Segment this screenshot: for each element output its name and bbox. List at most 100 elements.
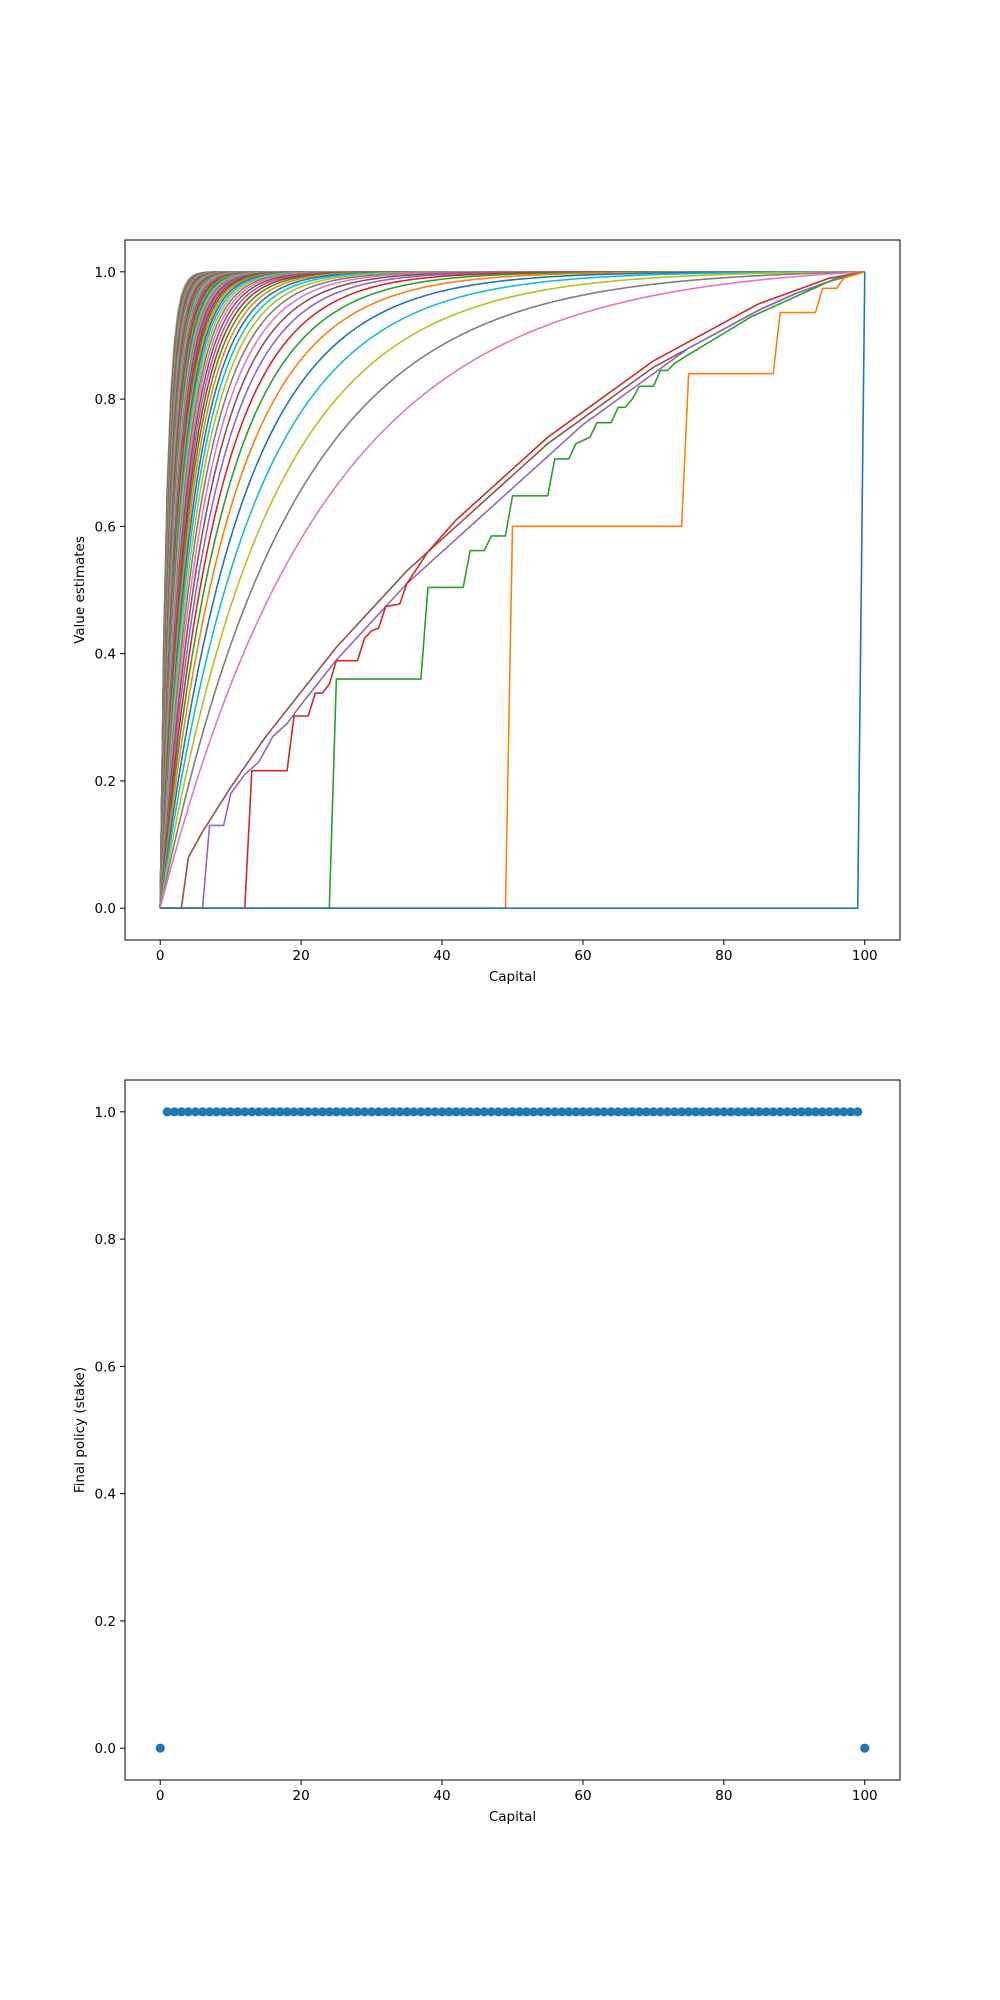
policy-point xyxy=(465,1107,475,1117)
value-x-tick-label: 100 xyxy=(852,948,878,964)
policy-point xyxy=(824,1107,835,1117)
policy-point xyxy=(345,1107,356,1117)
policy-point xyxy=(507,1107,518,1117)
policy-point xyxy=(366,1107,377,1117)
policy-point xyxy=(712,1107,722,1117)
value-estimates-chart: 0 20 40 60 80 100 0.00.20.40.60.81.0 Capital … xyxy=(72,239,901,985)
policy-point xyxy=(754,1107,764,1117)
value-y-tick-label: 0.4 xyxy=(95,647,116,663)
policy-point xyxy=(521,1107,532,1117)
policy-point xyxy=(698,1107,708,1117)
value-x-tick-label: 80 xyxy=(715,948,732,964)
policy-point xyxy=(691,1107,701,1117)
policy-point xyxy=(282,1107,292,1117)
policy-point xyxy=(381,1107,391,1117)
policy-point xyxy=(733,1107,743,1117)
policy-point xyxy=(810,1107,821,1117)
policy-points-group xyxy=(155,1107,870,1753)
value-sweep-line xyxy=(159,271,865,909)
policy-point xyxy=(197,1107,208,1117)
policy-point xyxy=(676,1107,687,1117)
value-x-axis: 0 20 40 60 80 100 xyxy=(156,940,878,964)
policy-point xyxy=(352,1107,363,1117)
policy-point xyxy=(529,1107,539,1117)
policy-point xyxy=(204,1107,215,1117)
final-policy-chart: 0 20 40 60 80 100 0.00.20.40.60.81.0 Capital … xyxy=(72,1079,901,1825)
value-y-axis: 0.0 0.2 0.4 0.6 0.8 1.0 xyxy=(95,265,125,917)
policy-point xyxy=(444,1107,454,1117)
policy-point xyxy=(331,1107,341,1117)
policy-point xyxy=(409,1107,419,1117)
policy-point xyxy=(374,1107,384,1117)
policy-point xyxy=(275,1107,285,1117)
policy-point xyxy=(423,1107,433,1117)
policy-point xyxy=(606,1107,616,1117)
policy-point xyxy=(211,1107,222,1117)
policy-y-tick-label: 0.0 xyxy=(95,1741,116,1757)
value-series-group xyxy=(159,271,866,909)
policy-point xyxy=(747,1107,757,1117)
policy-point xyxy=(219,1107,229,1117)
policy-point xyxy=(550,1107,560,1117)
policy-x-tick-label: 20 xyxy=(293,1788,310,1804)
policy-point xyxy=(500,1107,511,1117)
policy-point xyxy=(317,1107,327,1117)
value-sweep-line xyxy=(160,271,865,909)
policy-point xyxy=(726,1107,736,1117)
value-y-tick-label: 0.0 xyxy=(95,901,116,917)
policy-point xyxy=(557,1107,567,1117)
policy-point xyxy=(719,1107,729,1117)
value-x-tick-label: 40 xyxy=(433,948,450,964)
policy-point xyxy=(578,1107,588,1117)
policy-point xyxy=(705,1107,715,1117)
policy-x-axis: 0 20 40 60 80 100 xyxy=(156,1780,878,1804)
policy-x-tick-label: 80 xyxy=(715,1788,732,1804)
value-y-tick-label: 0.2 xyxy=(95,774,116,790)
policy-point xyxy=(761,1107,771,1117)
policy-point xyxy=(613,1107,623,1117)
policy-point xyxy=(536,1107,546,1117)
policy-point xyxy=(740,1107,750,1117)
policy-point xyxy=(782,1107,792,1117)
value-plot-frame xyxy=(124,239,901,941)
value-x-tick-label: 20 xyxy=(293,948,310,964)
policy-point xyxy=(472,1107,482,1117)
policy-point xyxy=(254,1107,264,1117)
value-y-tick-label: 0.6 xyxy=(95,519,116,535)
value-sweep-line xyxy=(160,271,866,909)
policy-point xyxy=(458,1107,468,1117)
value-x-tick-label: 0 xyxy=(156,948,165,964)
policy-x-tick-label: 100 xyxy=(852,1788,878,1804)
value-sweep-line xyxy=(160,271,866,909)
policy-point xyxy=(831,1107,842,1117)
policy-point xyxy=(169,1107,179,1117)
policy-x-tick-label: 40 xyxy=(433,1788,450,1804)
policy-x-tick-label: 60 xyxy=(574,1788,591,1804)
policy-point xyxy=(514,1107,525,1117)
policy-point xyxy=(817,1107,828,1117)
policy-point xyxy=(789,1107,799,1117)
policy-y-tick-label: 0.2 xyxy=(95,1614,116,1630)
policy-point xyxy=(860,1743,870,1753)
policy-point xyxy=(296,1107,306,1117)
policy-point xyxy=(775,1107,785,1117)
policy-point xyxy=(190,1107,201,1117)
value-y-tick-label: 1.0 xyxy=(95,265,116,281)
policy-point xyxy=(599,1107,609,1117)
policy-point xyxy=(268,1107,278,1117)
value-x-tick-label: 60 xyxy=(574,948,591,964)
policy-point xyxy=(655,1107,666,1117)
policy-point xyxy=(402,1107,412,1117)
value-sweep-line xyxy=(159,271,865,909)
policy-y-axis: 0.0 0.2 0.4 0.6 0.8 1.0 xyxy=(95,1105,125,1757)
policy-point xyxy=(585,1107,595,1117)
value-sweep-line xyxy=(160,271,865,909)
policy-point xyxy=(261,1107,271,1117)
policy-point xyxy=(303,1107,313,1117)
policy-point xyxy=(493,1107,504,1117)
policy-point xyxy=(839,1107,849,1117)
policy-point xyxy=(310,1107,320,1117)
policy-y-tick-label: 0.6 xyxy=(95,1359,116,1375)
policy-point xyxy=(486,1107,496,1117)
policy-point xyxy=(803,1107,814,1117)
